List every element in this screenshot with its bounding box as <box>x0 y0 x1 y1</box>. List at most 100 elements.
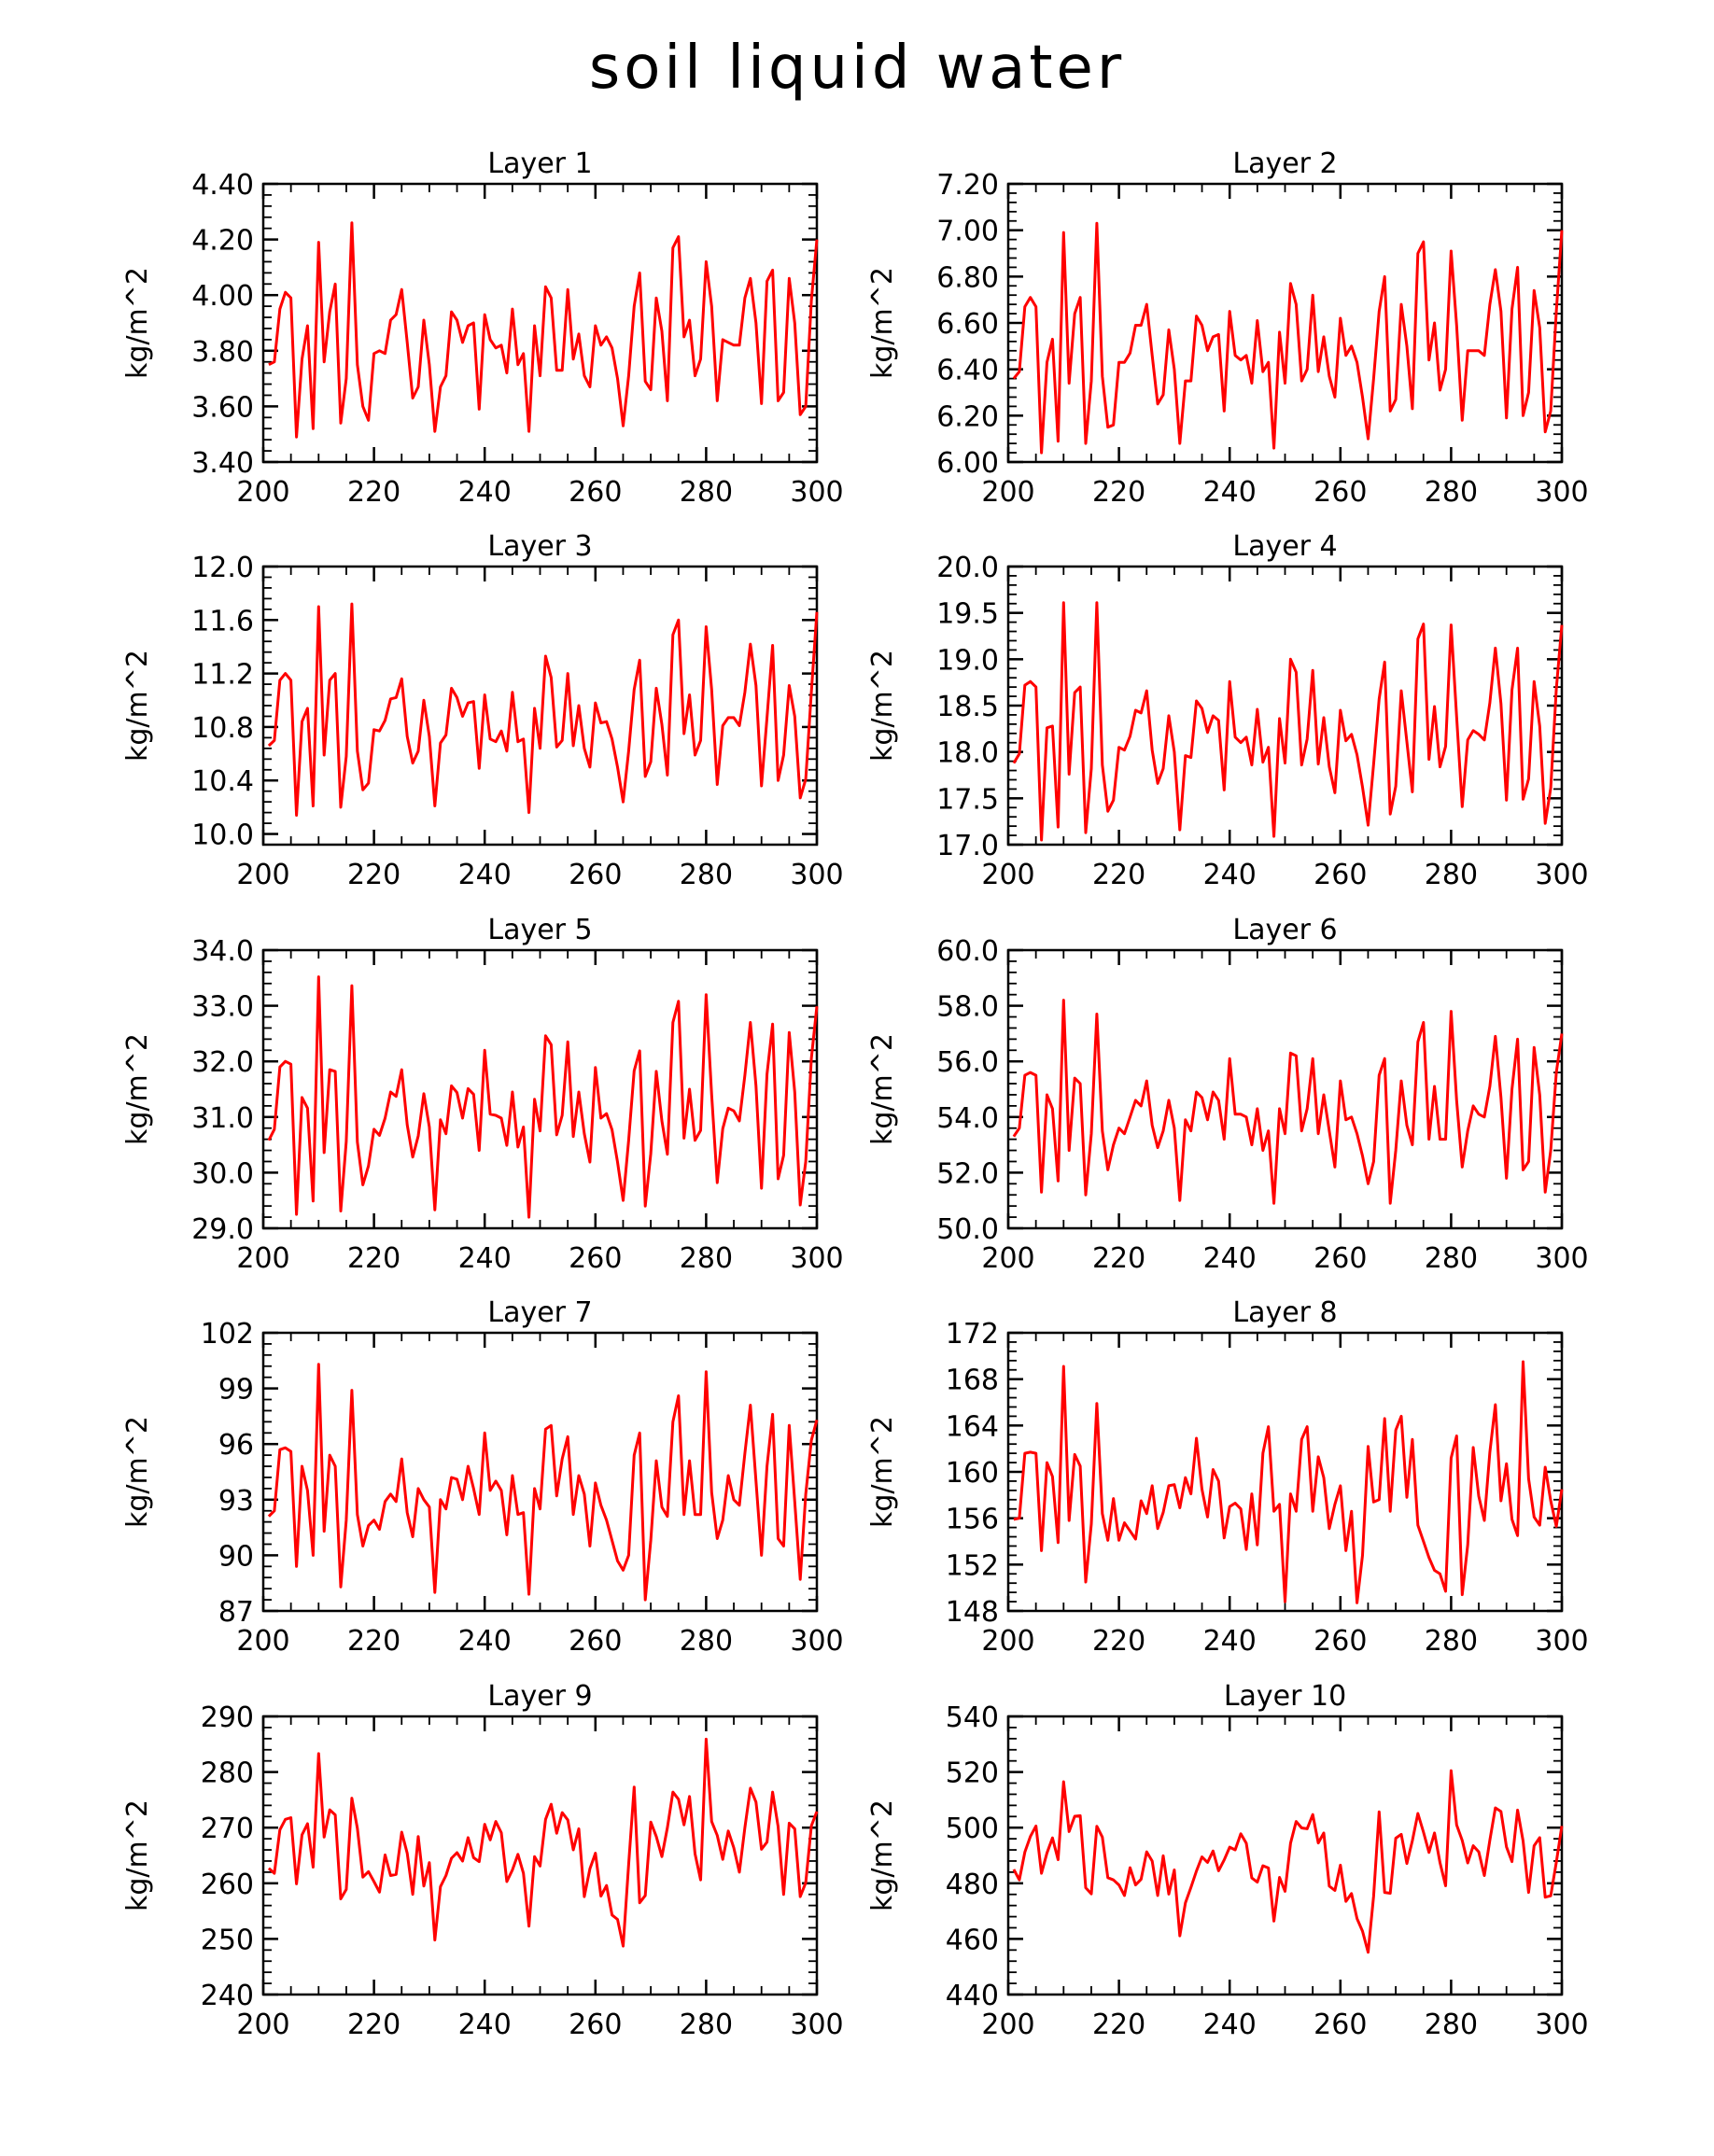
x-tick-label: 240 <box>458 1242 512 1275</box>
y-tick-label: 52.0 <box>936 1157 999 1190</box>
x-tick-label: 220 <box>347 2009 400 2041</box>
x-tick-label: 200 <box>236 1242 289 1275</box>
x-minor-ticks <box>289 950 791 1228</box>
y-tick-label: 290 <box>201 1701 254 1734</box>
y-tick-label: 500 <box>946 1813 999 1845</box>
y-tick-label: 6.80 <box>936 261 999 294</box>
chart-panel-layer-8: Layer 8 200 220 240 260 280 300 148 152 156 160 164… <box>866 1296 1589 1658</box>
chart-panel-layer-5: Layer 5 200 220 240 260 280 300 29.0 30.0 31.0 32.… <box>121 914 844 1275</box>
x-tick-label: 300 <box>790 2009 843 2041</box>
panel-title: Layer 1 <box>487 147 592 180</box>
y-minor-ticks <box>263 566 817 846</box>
y-tick-label: 3.80 <box>191 336 254 369</box>
x-tick-label: 260 <box>569 1242 622 1275</box>
y-tick-label: 280 <box>201 1757 254 1790</box>
chart-panel-layer-1: Layer 1 200 220 240 260 280 300 3.40 3.60 3.80 4.0… <box>121 147 844 509</box>
x-tick-label: 220 <box>1092 1625 1145 1658</box>
y-tick-label: 250 <box>201 1924 254 1956</box>
y-axis-label: kg/m^2 <box>866 1799 899 1911</box>
panel-title: Layer 8 <box>1232 1296 1337 1329</box>
x-tick-label: 280 <box>680 1625 733 1658</box>
y-minor-ticks <box>263 949 817 1229</box>
series-line <box>1012 999 1564 1205</box>
chart-panel-layer-3: Layer 3 200 220 240 260 280 300 10.0 10.4 10.8 11.… <box>121 530 844 891</box>
series-line <box>267 602 819 817</box>
x-tick-label: 240 <box>458 1625 512 1658</box>
y-tick-label: 32.0 <box>191 1046 254 1079</box>
y-tick-label: 11.2 <box>191 659 254 692</box>
x-tick-label: 220 <box>347 476 400 509</box>
x-tick-label: 260 <box>1314 1242 1367 1275</box>
x-tick-label: 260 <box>1314 859 1367 891</box>
y-tick-label: 148 <box>946 1596 999 1629</box>
x-tick-label: 200 <box>236 1625 289 1658</box>
x-tick-label: 200 <box>981 1242 1034 1275</box>
plot-frame <box>1006 565 1564 847</box>
x-tick-label: 260 <box>569 2009 622 2041</box>
y-axis-label: kg/m^2 <box>866 1033 899 1145</box>
y-tick-label: 33.0 <box>191 991 254 1024</box>
y-tick-label: 3.60 <box>191 391 254 424</box>
series-line <box>267 1737 819 1948</box>
x-tick-label: 240 <box>1203 859 1257 891</box>
y-tick-label: 56.0 <box>936 1046 999 1079</box>
panel-title: Layer 10 <box>1224 1680 1346 1713</box>
plot-frame <box>261 948 819 1230</box>
y-tick-label: 87 <box>218 1596 254 1629</box>
y-axis-label: kg/m^2 <box>121 1033 154 1145</box>
plot-frame <box>1006 182 1564 464</box>
x-tick-label: 220 <box>1092 859 1145 891</box>
series-line <box>1013 1360 1564 1604</box>
panel-title: Layer 2 <box>1232 147 1337 180</box>
chart-panel-layer-6: Layer 6 200 220 240 260 280 300 50.0 52.0 54.0 56.… <box>866 914 1589 1275</box>
y-tick-label: 3.40 <box>191 447 254 480</box>
y-axis-label: kg/m^2 <box>866 267 899 379</box>
series-line <box>268 221 819 439</box>
chart-panel-layer-4: Layer 4 200 220 240 260 280 300 17.0 17.5 18.0 18.… <box>866 530 1589 891</box>
y-tick-label: 96 <box>218 1429 254 1462</box>
y-tick-label: 18.5 <box>936 691 999 723</box>
x-tick-label: 300 <box>790 859 843 891</box>
y-tick-label: 156 <box>946 1504 999 1536</box>
y-tick-label: 460 <box>946 1924 999 1956</box>
plot-frame <box>261 182 819 464</box>
figure-title: soil liquid water <box>589 34 1125 103</box>
panels-container: Layer 1 200 220 240 260 280 300 3.40 3.60 3.80 4.0… <box>121 147 1589 2041</box>
x-tick-label: 300 <box>790 476 843 509</box>
x-tick-label: 280 <box>1425 1242 1478 1275</box>
x-tick-label: 200 <box>981 476 1034 509</box>
y-tick-label: 168 <box>946 1365 999 1397</box>
x-tick-label: 280 <box>1425 476 1478 509</box>
panel-title: Layer 6 <box>1232 914 1337 946</box>
y-tick-label: 34.0 <box>191 935 254 968</box>
x-tick-label: 300 <box>1535 1625 1588 1658</box>
x-tick-label: 200 <box>981 1625 1034 1658</box>
y-tick-label: 164 <box>946 1410 999 1443</box>
y-tick-label: 102 <box>201 1318 254 1351</box>
y-tick-label: 6.20 <box>936 400 999 433</box>
panel-title: Layer 4 <box>1232 530 1337 563</box>
x-minor-ticks <box>289 184 791 462</box>
y-tick-label: 240 <box>201 1980 254 2012</box>
x-tick-label: 280 <box>1425 859 1478 891</box>
x-tick-label: 280 <box>680 2009 733 2041</box>
y-tick-label: 7.00 <box>936 216 999 248</box>
plot-frame <box>1006 948 1564 1230</box>
x-tick-label: 220 <box>347 859 400 891</box>
series-line <box>1012 601 1564 842</box>
x-tick-label: 240 <box>1203 1625 1257 1658</box>
y-minor-ticks <box>263 1332 817 1612</box>
y-tick-label: 17.0 <box>936 830 999 862</box>
x-tick-label: 240 <box>458 2009 512 2041</box>
x-tick-label: 260 <box>1314 1625 1367 1658</box>
x-tick-label: 200 <box>236 859 289 891</box>
y-tick-label: 31.0 <box>191 1102 254 1135</box>
y-minor-ticks <box>1008 183 1562 463</box>
x-minor-ticks <box>1034 950 1536 1228</box>
x-tick-label: 260 <box>1314 2009 1367 2041</box>
x-tick-label: 260 <box>569 476 622 509</box>
y-tick-label: 4.00 <box>191 280 254 313</box>
panel-title: Layer 7 <box>487 1296 592 1329</box>
y-tick-label: 520 <box>946 1757 999 1790</box>
